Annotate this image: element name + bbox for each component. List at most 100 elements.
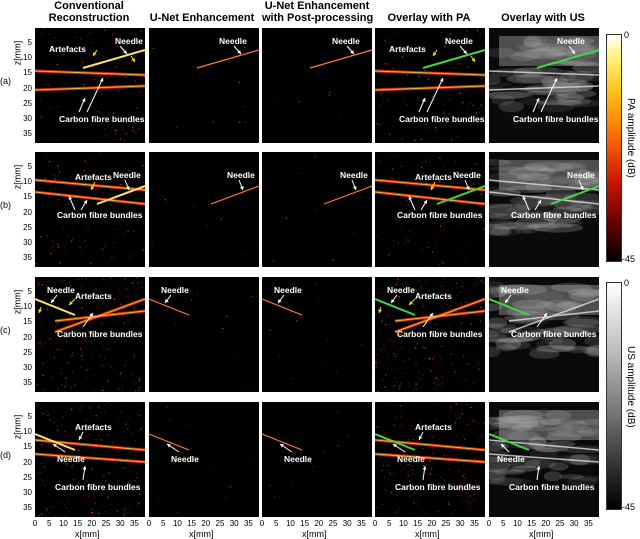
column-title-unet: U-Net Enhancement [147,12,257,24]
image-panel: Needle [149,28,259,143]
artefacts-annotation: Artefacts [415,422,452,432]
x-tick-label: 25 [326,519,340,528]
y-tick-label: 30 [18,363,32,372]
y-tick-label: 25 [18,99,32,108]
needle-annotation: Needle [113,170,141,180]
carbon-annotation: Carbon fibre bundles [57,210,142,220]
panel-image [35,402,145,517]
y-tick-label: 35 [18,503,32,512]
image-panel: Needle [262,402,372,517]
x-tick-label: 10 [170,519,184,528]
y-tick-label: 25 [18,348,32,357]
y-tick-label: 25 [18,223,32,232]
y-tick-label: 5 [18,38,32,47]
y-tick-label: 5 [18,412,32,421]
carbon-annotation: Carbon fibre bundles [513,114,598,124]
column-title-line1: Overlay with US [488,12,598,24]
x-tick-label: 25 [99,519,113,528]
image-panel: Needle Artefacts Carbon fibre bundles [35,28,145,143]
needle-annotation: Needle [497,454,525,464]
x-tick-label: 30 [567,519,581,528]
us-colorbar-bottom-tick: -45 [622,502,635,512]
needle-annotation: Needle [115,36,143,46]
y-tick-label: 35 [18,253,32,262]
needle-annotation: Needle [445,36,473,46]
carbon-annotation: Carbon fibre bundles [59,114,144,124]
y-tick-label: 20 [18,333,32,342]
x-tick-label: 5 [156,519,170,528]
image-panel: Needle [262,28,372,143]
artefacts-annotation: Artefacts [49,44,86,54]
pa-colorbar-top-tick: 0 [624,30,629,40]
x-tick-label: 15 [185,519,199,528]
y-tick-label: 35 [18,378,32,387]
pa-colorbar-label: PA amplitude (dB) [625,98,636,178]
x-tick-label: 25 [553,519,567,528]
x-tick-label: 10 [283,519,297,528]
x-tick-label: 0 [142,519,156,528]
x-tick-label: 0 [482,519,496,528]
x-tick-label: 10 [510,519,524,528]
carbon-annotation: Carbon fibre bundles [395,482,480,492]
x-tick-label: 25 [213,519,227,528]
artefacts-annotation: Artefacts [415,291,452,301]
needle-annotation: Needle [340,170,368,180]
x-tick-label: 35 [354,519,368,528]
artefacts-annotation: Artefacts [389,44,426,54]
needle-annotation: Needle [161,285,189,295]
column-title-unet-post: U-Net Enhancement with Post-processing [262,0,372,24]
x-tick-label: 20 [425,519,439,528]
y-tick-label: 5 [18,162,32,171]
x-tick-label: 10 [56,519,70,528]
needle-annotation: Needle [171,454,199,464]
artefacts-annotation: Artefacts [75,291,112,301]
y-tick-label: 15 [18,68,32,77]
x-tick-label: 25 [439,519,453,528]
x-tick-label: 35 [241,519,255,528]
x-tick-label: 20 [312,519,326,528]
carbon-annotation: Carbon fibre bundles [397,329,482,339]
y-tick-label: 10 [18,177,32,186]
column-title-line2: with Post-processing [262,12,372,24]
x-tick-label: 15 [525,519,539,528]
panel-image [262,402,372,517]
x-tick-label: 35 [127,519,141,528]
y-tick-label: 35 [18,129,32,138]
x-tick-label: 30 [113,519,127,528]
image-panel: Needle [149,402,259,517]
y-tick-label: 15 [18,317,32,326]
column-title-line2: Reconstruction [34,12,144,24]
image-panel: Needle Carbon fibre bundles [489,402,599,517]
image-panel: Needle [149,277,259,392]
needle-annotation: Needle [47,285,75,295]
row-label: (d) [0,450,11,460]
column-title-line1: Conventional [34,0,144,12]
y-tick-label: 5 [18,287,32,296]
y-tick-label: 30 [18,114,32,123]
needle-annotation: Needle [57,454,85,464]
needle-annotation: Needle [219,36,247,46]
x-tick-label: 10 [396,519,410,528]
needle-annotation: Needle [387,285,415,295]
column-title-overlay-pa: Overlay with PA [374,12,484,24]
x-tick-label: 0 [255,519,269,528]
column-title-overlay-us: Overlay with US [488,12,598,24]
y-tick-label: 30 [18,238,32,247]
artefacts-annotation: Artefacts [415,172,452,182]
carbon-annotation: Carbon fibre bundles [397,210,482,220]
x-tick-label: 35 [581,519,595,528]
y-tick-label: 20 [18,458,32,467]
carbon-annotation: Carbon fibre bundles [509,482,594,492]
needle-annotation: Needle [453,170,481,180]
x-tick-label: 5 [496,519,510,528]
y-tick-label: 25 [18,473,32,482]
row-label: (b) [0,200,11,210]
x-tick-label: 30 [453,519,467,528]
artefacts-annotation: Artefacts [75,172,112,182]
